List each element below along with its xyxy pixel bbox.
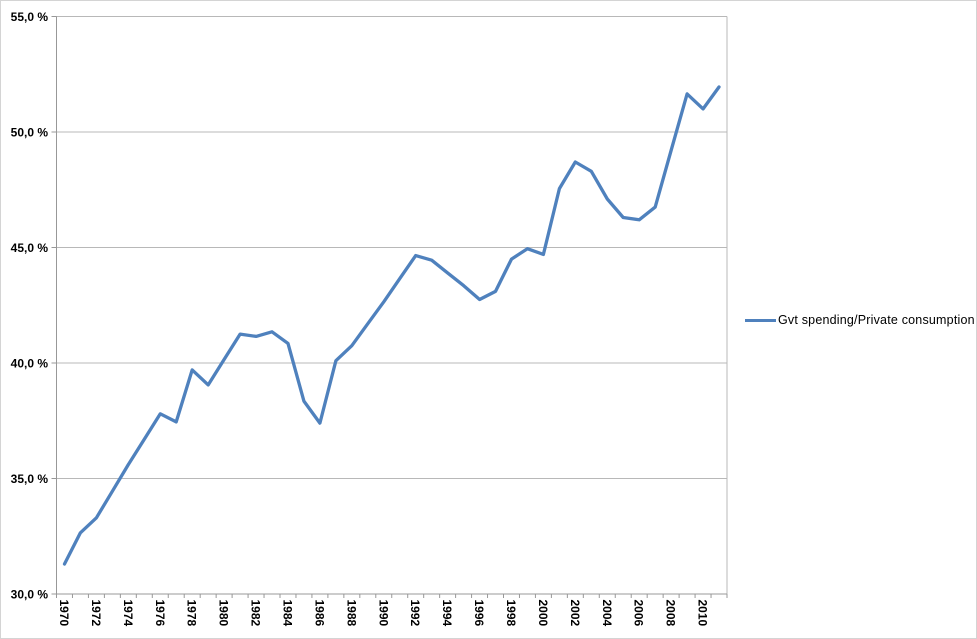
legend: Gvt spending/Private consumption bbox=[745, 313, 975, 327]
y-axis-label: 45,0 % bbox=[11, 241, 49, 255]
x-axis-label: 1984 bbox=[280, 600, 294, 627]
x-axis-label: 2010 bbox=[696, 600, 710, 627]
x-axis-label: 2000 bbox=[536, 600, 550, 627]
x-axis-label: 1978 bbox=[185, 600, 199, 627]
x-axis-label: 2006 bbox=[632, 600, 646, 627]
legend-series-label: Gvt spending/Private consumption bbox=[778, 313, 975, 327]
x-axis-label: 1988 bbox=[344, 600, 358, 627]
x-axis-label: 1994 bbox=[440, 600, 454, 627]
x-axis-label: 1998 bbox=[504, 600, 518, 627]
y-axis-label: 30,0 % bbox=[11, 588, 49, 602]
series-line bbox=[62, 85, 721, 566]
y-axis-label: 40,0 % bbox=[11, 357, 49, 371]
y-axis-label: 35,0 % bbox=[11, 472, 49, 486]
legend-line-swatch bbox=[745, 318, 776, 322]
x-axis-label: 1996 bbox=[472, 600, 486, 627]
y-axis-label: 50,0 % bbox=[11, 126, 49, 140]
x-axis-label: 1974 bbox=[121, 600, 135, 627]
x-axis-label: 1992 bbox=[408, 600, 422, 627]
x-axis-label: 2002 bbox=[568, 600, 582, 627]
x-axis-label: 1972 bbox=[89, 600, 103, 627]
x-axis-label: 2004 bbox=[600, 600, 614, 627]
y-axis-label: 55,0 % bbox=[11, 10, 49, 24]
x-axis-label: 1976 bbox=[153, 600, 167, 627]
x-axis-label: 2008 bbox=[664, 600, 678, 627]
x-axis-label: 1990 bbox=[376, 600, 390, 627]
x-axis-label: 1982 bbox=[249, 600, 263, 627]
x-axis-label: 1970 bbox=[57, 600, 71, 627]
x-axis-label: 1980 bbox=[217, 600, 231, 627]
x-axis-label: 1986 bbox=[312, 600, 326, 627]
